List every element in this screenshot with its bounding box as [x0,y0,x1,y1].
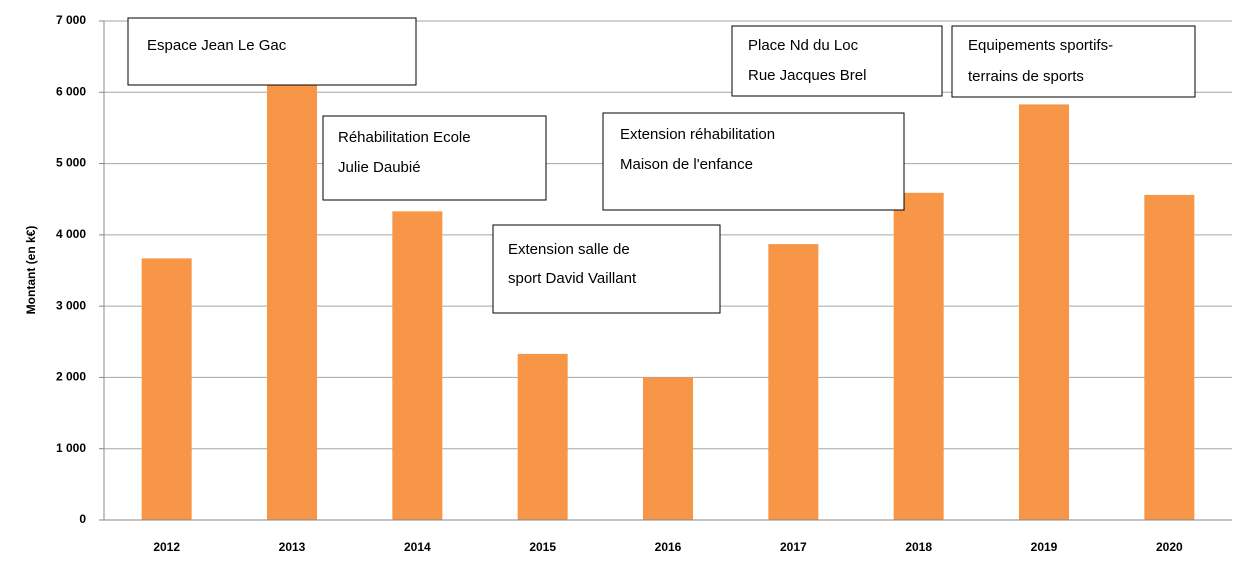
bar [392,211,443,520]
annotation-box [951,25,1196,98]
y-tick-label: 4 000 [56,227,86,241]
bar [1144,194,1195,521]
x-tick-label: 2020 [1156,540,1183,554]
annotation-text: Extension salle de [508,241,630,258]
bar [1019,104,1069,520]
y-tick-label: 6 000 [56,84,86,98]
annotation-box [127,17,417,86]
annotation-box [602,112,905,211]
bar [643,377,693,520]
annotation-text: Julie Daubié [338,159,421,176]
bar [267,78,317,521]
y-tick-label: 0 [79,512,86,526]
x-tick-label: 2014 [404,540,431,554]
bar [768,244,819,521]
y-tick-label: 2 000 [56,370,86,384]
annotation-text: Extension réhabilitation [620,126,775,143]
bar [141,258,192,520]
annotation-text: terrains de sports [968,68,1084,85]
x-tick-label: 2018 [905,540,932,554]
annotation-text: Rue Jacques Brel [748,67,866,84]
annotation-text: Réhabilitation Ecole [338,129,471,146]
x-tick-label: 2016 [655,540,682,554]
annotation-text: sport David Vaillant [508,270,637,287]
annotation-box [731,25,943,97]
bar [893,192,944,520]
annotation-text: Espace Jean Le Gac [147,37,287,54]
annotation-text: Place Nd du Loc [748,37,859,54]
x-tick-label: 2015 [529,540,556,554]
y-tick-label: 7 000 [56,13,86,27]
y-tick-label: 3 000 [56,298,86,312]
y-axis-label: Montant (en k€) [24,226,38,315]
y-tick-label: 5 000 [56,156,86,170]
annotation-text: Equipements sportifs- [968,37,1113,54]
annotation-box [322,115,547,201]
x-tick-label: 2012 [153,540,180,554]
x-tick-label: 2013 [279,540,306,554]
x-tick-label: 2017 [780,540,807,554]
bar [517,353,568,520]
x-tick-label: 2019 [1031,540,1058,554]
y-tick-label: 1 000 [56,441,86,455]
annotation-box [492,224,721,314]
annotation-text: Maison de l'enfance [620,156,753,173]
